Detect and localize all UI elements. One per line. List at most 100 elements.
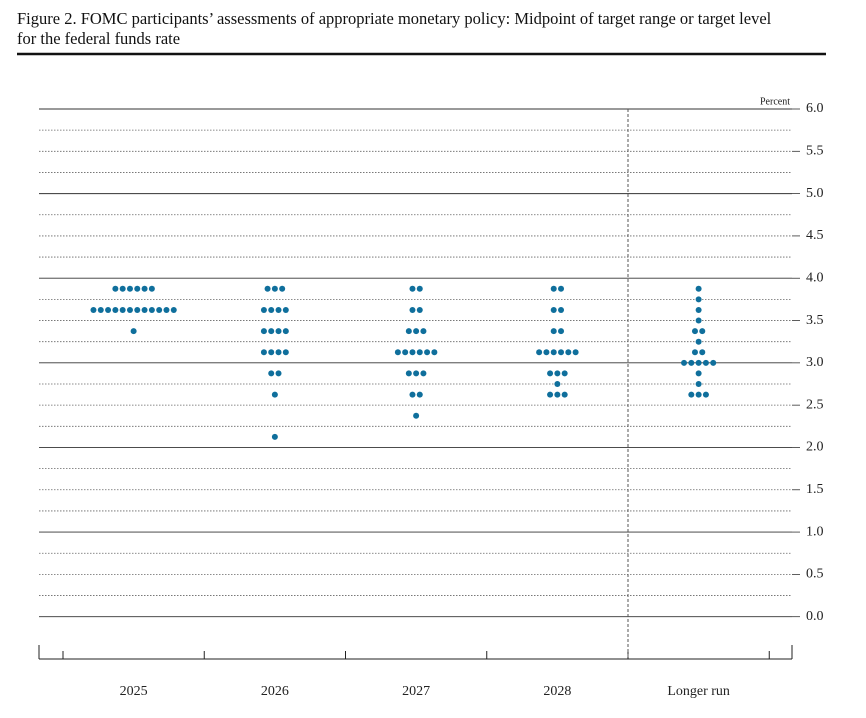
y-tick-label: 0.0 <box>806 609 824 624</box>
y-tick-label: 4.5 <box>806 228 824 243</box>
dot <box>681 359 688 366</box>
dot <box>134 306 141 313</box>
dot <box>416 391 423 398</box>
dot <box>275 306 282 313</box>
y-tick-label: 3.0 <box>806 355 824 370</box>
y-tick-label: 5.5 <box>806 144 824 159</box>
y-tick-label: 1.0 <box>806 524 824 539</box>
dot <box>282 328 289 335</box>
dot <box>695 381 702 387</box>
x-tick-label: Longer run <box>667 684 730 699</box>
dot <box>416 285 423 292</box>
y-tick-label: 5.0 <box>806 186 824 201</box>
dot <box>112 306 119 313</box>
dot <box>550 349 557 356</box>
dot <box>275 328 282 335</box>
dot <box>275 349 282 356</box>
x-tick-label: 2025 <box>120 684 148 699</box>
dot <box>695 370 702 377</box>
dot <box>268 349 275 356</box>
y-tick-label: 2.0 <box>806 440 824 455</box>
x-tick-label: 2026 <box>261 684 289 699</box>
dot <box>279 285 286 292</box>
dot <box>409 349 416 356</box>
dot <box>413 370 420 377</box>
dot <box>268 328 275 335</box>
dot <box>170 306 177 313</box>
dot <box>550 306 557 313</box>
dot <box>409 306 416 313</box>
dot <box>547 391 554 398</box>
dot <box>547 370 554 377</box>
dot <box>148 306 155 313</box>
dot <box>405 328 412 335</box>
dot <box>572 349 579 356</box>
dot <box>691 328 698 335</box>
y-tick-label: 1.5 <box>806 482 824 497</box>
dot <box>416 306 423 313</box>
dot <box>558 285 565 292</box>
dot <box>536 349 543 356</box>
dot <box>416 349 423 356</box>
dot <box>550 328 557 335</box>
dot <box>282 349 289 356</box>
dot <box>126 306 133 313</box>
dot <box>565 349 572 356</box>
dot <box>405 370 412 377</box>
y-tick-label: 6.0 <box>806 101 824 116</box>
dot <box>413 328 420 335</box>
dot <box>260 328 267 335</box>
dot <box>702 391 709 398</box>
dot <box>695 285 702 292</box>
dot <box>558 306 565 313</box>
dot <box>550 285 557 292</box>
dot <box>695 359 702 366</box>
dot <box>554 391 561 398</box>
dot <box>413 412 420 419</box>
dot <box>695 391 702 398</box>
dot <box>409 285 416 292</box>
dot <box>141 306 148 313</box>
dot <box>97 306 104 313</box>
dot <box>699 349 706 356</box>
dot <box>420 370 427 377</box>
x-tick-label: 2027 <box>402 684 430 699</box>
dot <box>695 317 702 324</box>
dot <box>268 306 275 313</box>
y-tick-label: 3.5 <box>806 313 824 328</box>
y-tick-label: 2.5 <box>806 397 824 412</box>
dot <box>134 285 141 292</box>
dot <box>543 349 550 356</box>
dot <box>558 328 565 335</box>
dot <box>431 349 438 356</box>
dot <box>156 306 163 313</box>
dot <box>282 306 289 313</box>
dot <box>105 306 112 313</box>
dot <box>268 370 275 377</box>
dot <box>275 370 282 377</box>
x-tick-label: 2028 <box>543 684 571 699</box>
dot <box>420 328 427 335</box>
dot <box>402 349 409 356</box>
dot <box>710 359 717 366</box>
dot <box>695 338 702 345</box>
dot <box>554 381 561 387</box>
dot <box>561 391 568 398</box>
y-tick-label: 0.5 <box>806 567 824 582</box>
dot <box>695 296 702 303</box>
dot <box>561 370 568 377</box>
y-unit: Percent <box>760 96 790 107</box>
y-tick-label: 4.0 <box>806 270 824 285</box>
dot <box>112 285 119 292</box>
dot <box>554 370 561 377</box>
dot <box>119 285 126 292</box>
dot <box>271 285 278 292</box>
dot <box>695 306 702 313</box>
dot <box>90 306 97 313</box>
dot <box>558 349 565 356</box>
dot <box>699 328 706 335</box>
dot <box>394 349 401 356</box>
dot <box>141 285 148 292</box>
